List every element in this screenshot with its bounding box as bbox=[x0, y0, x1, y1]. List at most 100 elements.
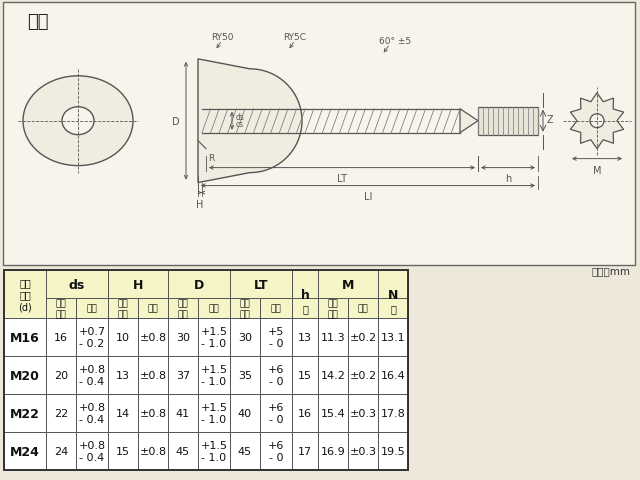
Text: LT: LT bbox=[253, 278, 268, 291]
Bar bbox=[4, 271, 408, 470]
Text: 24: 24 bbox=[54, 446, 68, 456]
Text: 41: 41 bbox=[176, 408, 190, 418]
Bar bbox=[260, 356, 292, 394]
Text: 30: 30 bbox=[176, 333, 190, 342]
Text: RY50: RY50 bbox=[211, 33, 233, 42]
Text: D: D bbox=[194, 278, 204, 291]
Text: 10: 10 bbox=[116, 333, 130, 342]
Text: M20: M20 bbox=[10, 369, 40, 382]
Bar bbox=[292, 394, 318, 432]
Text: ds: ds bbox=[69, 278, 85, 291]
Bar bbox=[260, 432, 292, 470]
Text: 約: 約 bbox=[390, 303, 396, 313]
Text: 16.9: 16.9 bbox=[321, 446, 346, 456]
Text: 60° ±5: 60° ±5 bbox=[379, 37, 411, 46]
Text: ±0.3: ±0.3 bbox=[349, 446, 376, 456]
Text: 約: 約 bbox=[302, 303, 308, 313]
Bar bbox=[348, 318, 378, 356]
Bar bbox=[108, 432, 138, 470]
Bar bbox=[108, 394, 138, 432]
Text: h: h bbox=[505, 173, 511, 183]
Text: ±0.8: ±0.8 bbox=[140, 408, 166, 418]
Text: ±0.8: ±0.8 bbox=[140, 370, 166, 380]
Text: 14: 14 bbox=[116, 408, 130, 418]
Bar bbox=[76, 432, 108, 470]
Text: +1.5
- 1.0: +1.5 - 1.0 bbox=[200, 402, 227, 424]
Text: +1.5
- 1.0: +1.5 - 1.0 bbox=[200, 440, 227, 462]
Text: 45: 45 bbox=[176, 446, 190, 456]
Bar bbox=[138, 356, 168, 394]
Text: 19.5: 19.5 bbox=[381, 446, 405, 456]
Bar bbox=[46, 271, 108, 299]
Text: 13.1: 13.1 bbox=[381, 333, 405, 342]
Text: M16: M16 bbox=[10, 331, 40, 344]
Text: 16: 16 bbox=[54, 333, 68, 342]
Text: +1.5
- 1.0: +1.5 - 1.0 bbox=[200, 364, 227, 386]
Text: cs: cs bbox=[236, 120, 244, 129]
Bar bbox=[348, 394, 378, 432]
Text: ±0.8: ±0.8 bbox=[140, 446, 166, 456]
Text: 公差: 公差 bbox=[86, 304, 97, 313]
Text: 16: 16 bbox=[298, 408, 312, 418]
Bar bbox=[318, 394, 348, 432]
Bar bbox=[292, 356, 318, 394]
Bar bbox=[230, 271, 292, 299]
Text: 基準
尺度: 基準 尺度 bbox=[56, 299, 67, 318]
Bar bbox=[4, 318, 46, 356]
Bar bbox=[138, 394, 168, 432]
Bar bbox=[198, 356, 230, 394]
Ellipse shape bbox=[62, 108, 94, 135]
Bar bbox=[108, 318, 138, 356]
Bar bbox=[348, 356, 378, 394]
Text: 13: 13 bbox=[298, 333, 312, 342]
Bar bbox=[318, 356, 348, 394]
Text: 公差: 公差 bbox=[358, 304, 369, 313]
Bar bbox=[108, 356, 138, 394]
Bar bbox=[76, 318, 108, 356]
Bar bbox=[168, 432, 198, 470]
Bar bbox=[378, 271, 408, 318]
Text: Z: Z bbox=[547, 114, 554, 124]
Bar bbox=[292, 318, 318, 356]
Bar bbox=[76, 394, 108, 432]
Text: +0.8
- 0.4: +0.8 - 0.4 bbox=[79, 440, 106, 462]
Text: ±0.3: ±0.3 bbox=[349, 408, 376, 418]
Text: LI: LI bbox=[364, 191, 372, 201]
Bar bbox=[318, 271, 378, 299]
Text: 20: 20 bbox=[54, 370, 68, 380]
Bar bbox=[46, 394, 76, 432]
Bar bbox=[198, 394, 230, 432]
Text: 公差: 公差 bbox=[271, 304, 282, 313]
Bar bbox=[168, 356, 198, 394]
Text: 11.3: 11.3 bbox=[321, 333, 346, 342]
Text: R: R bbox=[208, 153, 214, 162]
Text: +6
- 0: +6 - 0 bbox=[268, 364, 284, 386]
Text: 公差: 公差 bbox=[148, 304, 158, 313]
Bar bbox=[4, 356, 46, 394]
Bar bbox=[292, 299, 318, 318]
Bar bbox=[168, 299, 198, 318]
Text: 螺栓: 螺栓 bbox=[28, 13, 49, 31]
Text: M: M bbox=[593, 165, 601, 175]
Text: 公差: 公差 bbox=[209, 304, 220, 313]
Circle shape bbox=[590, 115, 604, 129]
Bar bbox=[4, 432, 46, 470]
Bar bbox=[318, 432, 348, 470]
Text: 14.2: 14.2 bbox=[321, 370, 346, 380]
Text: N: N bbox=[388, 288, 398, 301]
Text: 基準
尺度: 基準 尺度 bbox=[328, 299, 339, 318]
Bar bbox=[260, 394, 292, 432]
Bar bbox=[348, 432, 378, 470]
Text: 17.8: 17.8 bbox=[381, 408, 405, 418]
Bar bbox=[230, 394, 260, 432]
Bar bbox=[378, 299, 408, 318]
Ellipse shape bbox=[23, 77, 133, 166]
Bar bbox=[108, 299, 138, 318]
Bar bbox=[198, 299, 230, 318]
Bar bbox=[348, 299, 378, 318]
Bar bbox=[46, 356, 76, 394]
Bar bbox=[4, 271, 46, 318]
Bar bbox=[378, 394, 408, 432]
Text: ds: ds bbox=[236, 113, 245, 122]
Bar bbox=[378, 356, 408, 394]
